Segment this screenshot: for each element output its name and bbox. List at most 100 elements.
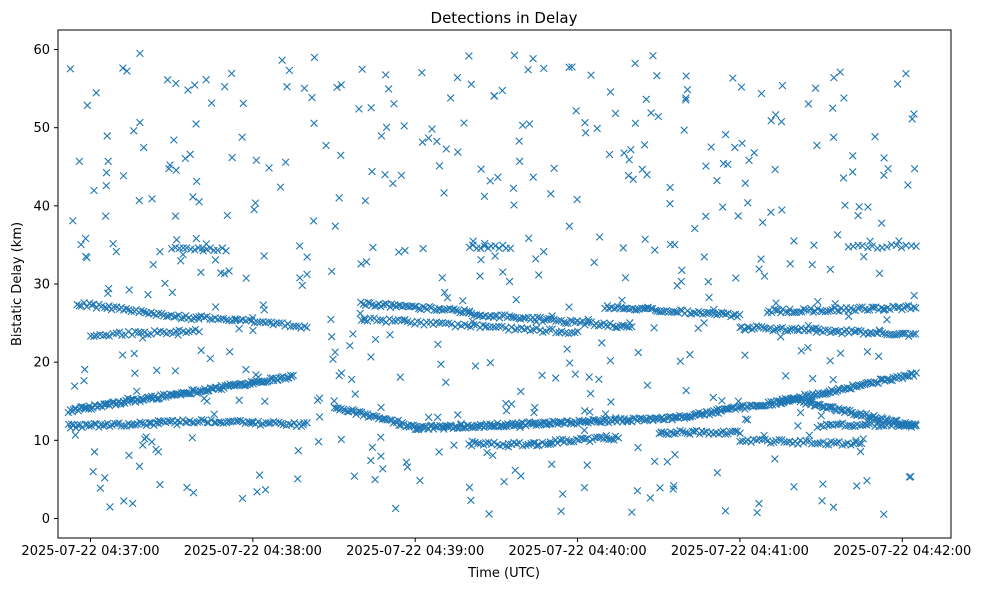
data-point-marker	[376, 433, 385, 442]
data-point-marker	[629, 175, 638, 184]
data-point-marker	[611, 109, 620, 118]
data-point-marker	[377, 132, 386, 140]
data-point-marker	[106, 503, 114, 511]
data-point-marker	[606, 88, 615, 96]
data-point-marker	[705, 293, 713, 302]
data-point-marker	[86, 332, 95, 340]
data-point-marker	[333, 83, 341, 92]
data-point-marker	[731, 143, 739, 152]
data-point-marker	[804, 343, 812, 352]
data-point-marker	[152, 366, 161, 375]
data-point-marker	[776, 324, 785, 333]
data-point-marker	[361, 196, 370, 205]
data-point-marker	[538, 371, 546, 380]
data-point-marker	[753, 508, 761, 517]
data-point-marker	[105, 332, 113, 340]
data-point-marker	[362, 258, 371, 266]
data-point-marker	[893, 303, 902, 312]
data-point-marker	[621, 273, 630, 282]
data-point-marker	[166, 417, 175, 426]
data-point-marker	[539, 247, 548, 256]
data-point-marker	[531, 419, 540, 427]
data-point-marker	[218, 244, 227, 252]
data-point-marker	[236, 416, 245, 425]
data-point-marker	[377, 403, 385, 412]
data-point-marker	[766, 439, 775, 447]
data-point-marker	[755, 499, 763, 508]
data-point-marker	[818, 307, 827, 316]
data-point-marker	[193, 418, 202, 427]
data-point-marker	[778, 81, 787, 90]
data-point-marker	[418, 303, 427, 311]
data-point-marker	[546, 440, 555, 448]
data-point-marker	[529, 54, 537, 63]
data-point-marker	[718, 203, 727, 211]
data-point-marker	[856, 447, 865, 456]
data-point-marker	[403, 463, 412, 471]
data-point-marker	[586, 389, 595, 398]
data-point-marker	[721, 130, 730, 139]
data-point-marker	[202, 240, 211, 248]
data-point-marker	[437, 360, 445, 368]
data-point-marker	[382, 123, 391, 132]
data-point-marker	[671, 429, 679, 438]
data-point-marker	[594, 321, 603, 330]
data-point-marker	[156, 480, 164, 489]
data-point-marker	[857, 439, 866, 448]
data-point-marker	[848, 152, 857, 160]
data-point-marker	[190, 81, 199, 89]
data-point-marker	[736, 323, 744, 332]
data-point-marker	[565, 303, 573, 311]
data-point-marker	[750, 149, 758, 157]
data-point-marker	[371, 475, 379, 484]
data-point-marker	[633, 486, 642, 495]
data-point-marker	[822, 440, 830, 449]
data-point-marker	[357, 260, 365, 268]
data-point-marker	[829, 133, 838, 142]
data-point-marker	[625, 155, 634, 164]
data-point-marker	[555, 436, 564, 444]
data-point-marker	[131, 421, 140, 429]
data-point-marker	[283, 373, 292, 382]
data-point-marker	[777, 117, 786, 126]
data-point-marker	[145, 419, 153, 427]
data-point-marker	[795, 307, 804, 316]
data-point-marker	[760, 272, 769, 280]
data-point-marker	[465, 483, 474, 492]
data-point-marker	[138, 441, 147, 449]
data-point-marker	[90, 332, 98, 341]
data-point-marker	[855, 202, 863, 211]
data-point-marker	[767, 116, 775, 125]
data-point-marker	[298, 281, 307, 290]
data-point-marker	[135, 462, 144, 471]
data-point-marker	[474, 439, 482, 448]
data-point-marker	[364, 298, 373, 307]
data-point-marker	[303, 270, 311, 279]
data-point-marker	[757, 255, 765, 263]
data-point-marker	[539, 418, 547, 427]
data-point-marker	[253, 488, 261, 496]
data-point-marker	[510, 201, 518, 209]
data-point-marker	[729, 311, 738, 319]
data-point-marker	[892, 241, 901, 250]
data-point-marker	[166, 161, 174, 169]
data-point-marker	[583, 461, 591, 469]
data-point-marker	[631, 119, 640, 128]
data-point-marker	[771, 326, 779, 334]
data-point-marker	[717, 428, 725, 437]
data-point-marker	[197, 415, 206, 424]
data-point-marker	[206, 315, 214, 324]
data-point-marker	[584, 315, 593, 324]
data-point-marker	[120, 422, 128, 430]
data-point-marker	[120, 497, 128, 505]
data-point-marker	[877, 219, 886, 227]
data-point-marker	[580, 407, 589, 415]
data-point-marker	[850, 327, 859, 336]
data-point-marker	[265, 164, 273, 172]
data-point-marker	[176, 257, 185, 265]
data-point-marker	[863, 347, 872, 356]
data-point-marker	[447, 320, 456, 328]
data-point-marker	[402, 458, 411, 467]
data-point-marker	[471, 362, 480, 370]
data-point-marker	[476, 272, 484, 280]
